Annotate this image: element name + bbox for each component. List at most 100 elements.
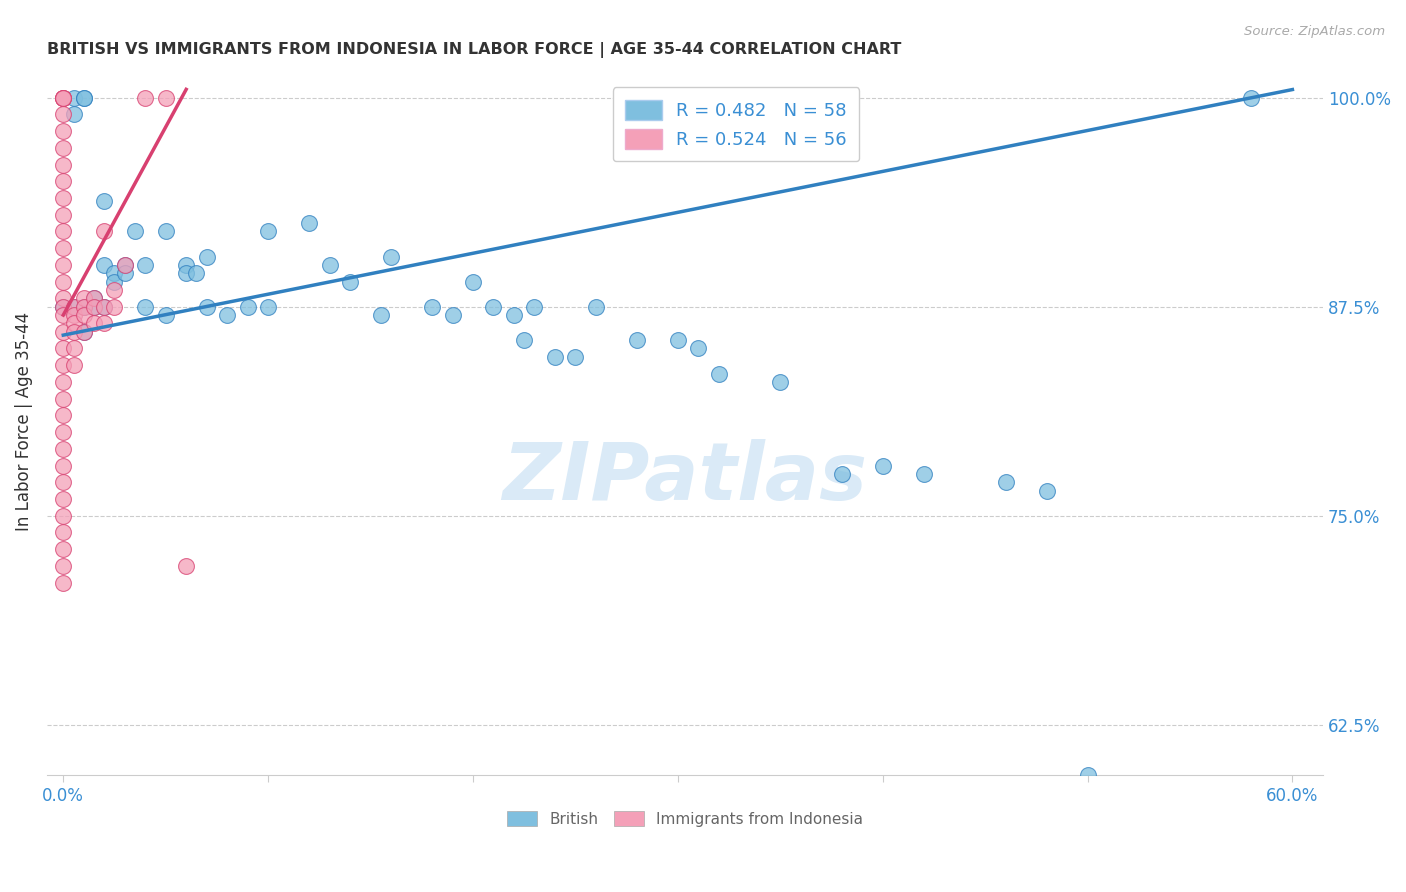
Point <box>1077 768 1099 782</box>
Point <box>52 575 75 590</box>
Text: ZIPatlas: ZIPatlas <box>502 439 868 516</box>
Point <box>994 475 1017 490</box>
Point <box>155 308 177 322</box>
Point <box>420 300 443 314</box>
Point <box>83 300 105 314</box>
Point <box>257 225 280 239</box>
Point <box>83 291 105 305</box>
Point <box>103 300 125 314</box>
Point <box>62 325 84 339</box>
Point <box>62 342 84 356</box>
Point <box>174 558 197 573</box>
Point <box>73 91 96 105</box>
Point <box>52 375 75 389</box>
Point <box>461 275 484 289</box>
Point <box>298 216 321 230</box>
Legend: British, Immigrants from Indonesia: British, Immigrants from Indonesia <box>499 803 872 834</box>
Point <box>544 350 567 364</box>
Point <box>585 300 607 314</box>
Point <box>626 333 648 347</box>
Point <box>155 225 177 239</box>
Point <box>513 333 536 347</box>
Point <box>52 458 75 473</box>
Point <box>217 308 239 322</box>
Point <box>52 300 75 314</box>
Point <box>380 250 402 264</box>
Point <box>52 241 75 255</box>
Point <box>52 225 75 239</box>
Point <box>52 558 75 573</box>
Point <box>73 91 96 105</box>
Point <box>370 308 392 322</box>
Point <box>114 258 136 272</box>
Point <box>482 300 505 314</box>
Point <box>52 91 75 105</box>
Point <box>73 291 96 305</box>
Point <box>114 258 136 272</box>
Text: BRITISH VS IMMIGRANTS FROM INDONESIA IN LABOR FORCE | AGE 35-44 CORRELATION CHAR: BRITISH VS IMMIGRANTS FROM INDONESIA IN … <box>46 42 901 58</box>
Point <box>52 107 75 121</box>
Point <box>52 275 75 289</box>
Point <box>564 350 586 364</box>
Point <box>195 250 218 264</box>
Point <box>1240 91 1263 105</box>
Point <box>52 291 75 305</box>
Point <box>134 300 156 314</box>
Point <box>93 300 115 314</box>
Point <box>707 367 730 381</box>
Point <box>174 266 197 280</box>
Point <box>186 266 208 280</box>
Point <box>62 107 84 121</box>
Point <box>174 258 197 272</box>
Point <box>62 300 84 314</box>
Point <box>339 275 361 289</box>
Point <box>124 225 146 239</box>
Point <box>155 91 177 105</box>
Point <box>93 225 115 239</box>
Point <box>83 317 105 331</box>
Point <box>73 325 96 339</box>
Point <box>93 194 115 209</box>
Point <box>52 475 75 490</box>
Point <box>103 283 125 297</box>
Point <box>62 317 84 331</box>
Point <box>52 392 75 406</box>
Point <box>52 325 75 339</box>
Point <box>195 300 218 314</box>
Point <box>52 141 75 155</box>
Point <box>52 525 75 540</box>
Point <box>62 91 84 105</box>
Point <box>236 300 259 314</box>
Point <box>688 342 710 356</box>
Point <box>666 333 689 347</box>
Point <box>52 308 75 322</box>
Point <box>52 409 75 423</box>
Point <box>52 174 75 188</box>
Point <box>52 358 75 372</box>
Point <box>83 300 105 314</box>
Point <box>103 266 125 280</box>
Point <box>52 508 75 523</box>
Point <box>52 258 75 272</box>
Point <box>93 317 115 331</box>
Point <box>93 300 115 314</box>
Point <box>103 275 125 289</box>
Point <box>52 442 75 456</box>
Point <box>257 300 280 314</box>
Point <box>52 542 75 557</box>
Point <box>523 300 546 314</box>
Point <box>52 91 75 105</box>
Point <box>62 358 84 372</box>
Point <box>134 258 156 272</box>
Point <box>52 124 75 138</box>
Point <box>52 342 75 356</box>
Point <box>73 300 96 314</box>
Point <box>503 308 526 322</box>
Point <box>134 91 156 105</box>
Point <box>83 291 105 305</box>
Point <box>52 191 75 205</box>
Point <box>52 425 75 439</box>
Point <box>52 208 75 222</box>
Point <box>114 266 136 280</box>
Point <box>93 258 115 272</box>
